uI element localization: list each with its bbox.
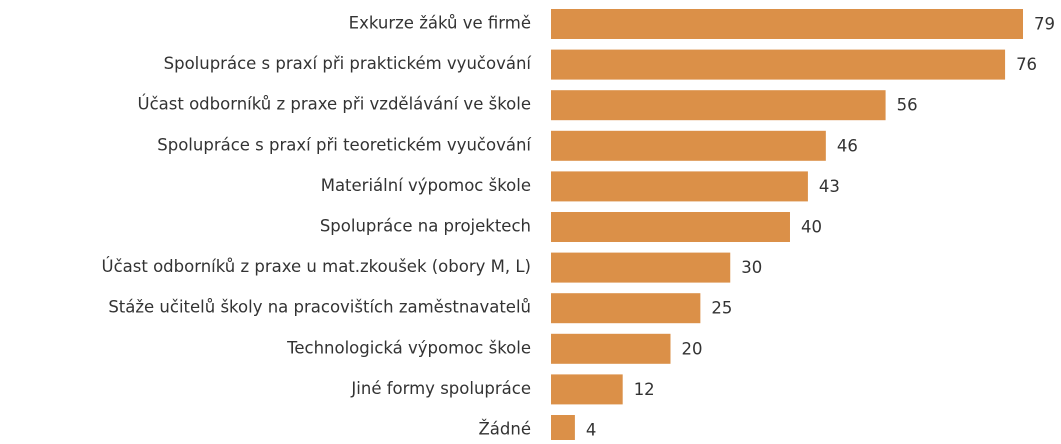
bar [551,415,575,444]
category-label: Spolupráce na projektech [320,217,531,236]
category-label: Spolupráce s praxí při praktickém vyučov… [164,54,533,73]
category-label: Materiální výpomoc škole [321,176,531,195]
value-label: 43 [819,177,840,196]
bar [551,212,790,242]
category-label: Jiné formy spolupráce [350,379,531,398]
bar [551,171,808,202]
value-label: 76 [1016,55,1037,74]
category-label: Spolupráce s praxí při teoretickém vyučo… [157,135,532,154]
value-label: 20 [681,339,702,358]
bar [551,252,731,283]
value-label: 30 [741,258,762,277]
bar [551,130,826,161]
value-label: 40 [801,218,822,237]
value-label: 12 [634,380,655,399]
value-label: 25 [711,299,732,318]
category-label: Exkurze žáků ve firmě [349,14,531,33]
value-label: 4 [586,421,597,440]
bar [551,49,1006,80]
category-label: Technologická výpomoc škole [286,338,531,357]
category-label: Účast odborníků z praxe u mat.zkoušek (o… [102,257,532,276]
value-label: 56 [897,96,918,115]
category-label: Stáže učitelů školy na pracovištích zamě… [108,298,531,317]
bar [551,9,1023,39]
bar [551,293,701,324]
bar [551,374,623,405]
category-label: Účast odborníků z praxe při vzdělávání v… [138,95,531,114]
bar [551,90,886,121]
bar [551,333,671,364]
category-label: Žádné [479,420,532,439]
value-label: 46 [837,136,858,155]
value-label: 79 [1034,15,1055,34]
